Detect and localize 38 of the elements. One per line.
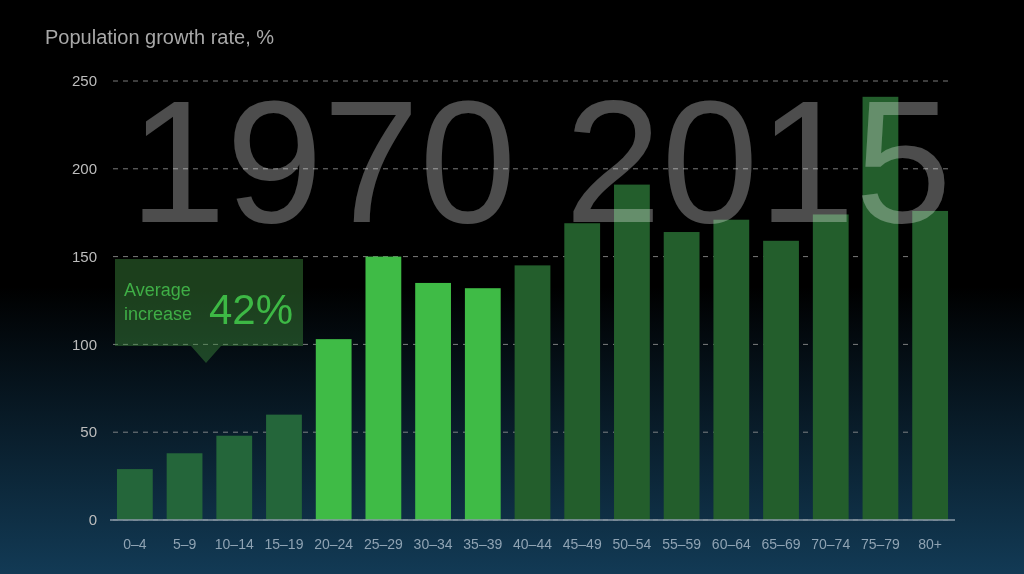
y-tick-label: 250	[71, 72, 97, 90]
bar	[266, 414, 302, 520]
x-tick-label: 0–4	[123, 536, 147, 552]
x-tick-label: 60–64	[711, 536, 751, 552]
y-tick-label: 200	[71, 160, 97, 178]
x-tick-label: 65–69	[761, 536, 801, 552]
bar	[365, 256, 402, 520]
bar	[514, 265, 551, 520]
y-tick-label: 50	[80, 423, 97, 441]
x-tick-label: 35–39	[463, 536, 503, 552]
x-tick-label: 80+	[918, 536, 943, 552]
x-tick-label: 5–9	[172, 536, 197, 552]
bar	[564, 223, 601, 520]
annotation: Average increase	[124, 280, 193, 324]
x-tick-label: 45–49	[562, 536, 602, 552]
x-tick-label: 40–44	[513, 536, 553, 552]
x-tick-label: 15–19	[264, 536, 304, 552]
bar	[763, 240, 799, 520]
x-tick-label: 75–79	[860, 536, 901, 552]
bar	[415, 282, 451, 520]
bar	[663, 232, 700, 520]
y-tick-label: 0	[88, 511, 97, 529]
x-tick-label: 10–14	[214, 536, 254, 552]
y-tick-label: 100	[71, 335, 97, 353]
x-tick-label: 30–34	[413, 536, 453, 552]
bar	[166, 453, 203, 520]
y-axis-title: Population growth rate, %	[45, 26, 275, 48]
y-tick-label: 150	[71, 247, 97, 265]
annotation: 42%	[209, 286, 294, 333]
x-tick-label: 25–29	[363, 536, 404, 552]
x-tick-label: 20–24	[314, 536, 354, 552]
bar	[315, 339, 352, 520]
x-tick-label: 50–54	[612, 536, 652, 552]
x-tick-label: 55–59	[662, 536, 702, 552]
bar	[464, 288, 501, 520]
x-tick-label: 70–74	[811, 536, 851, 552]
bar	[216, 435, 253, 520]
bar	[116, 469, 153, 520]
